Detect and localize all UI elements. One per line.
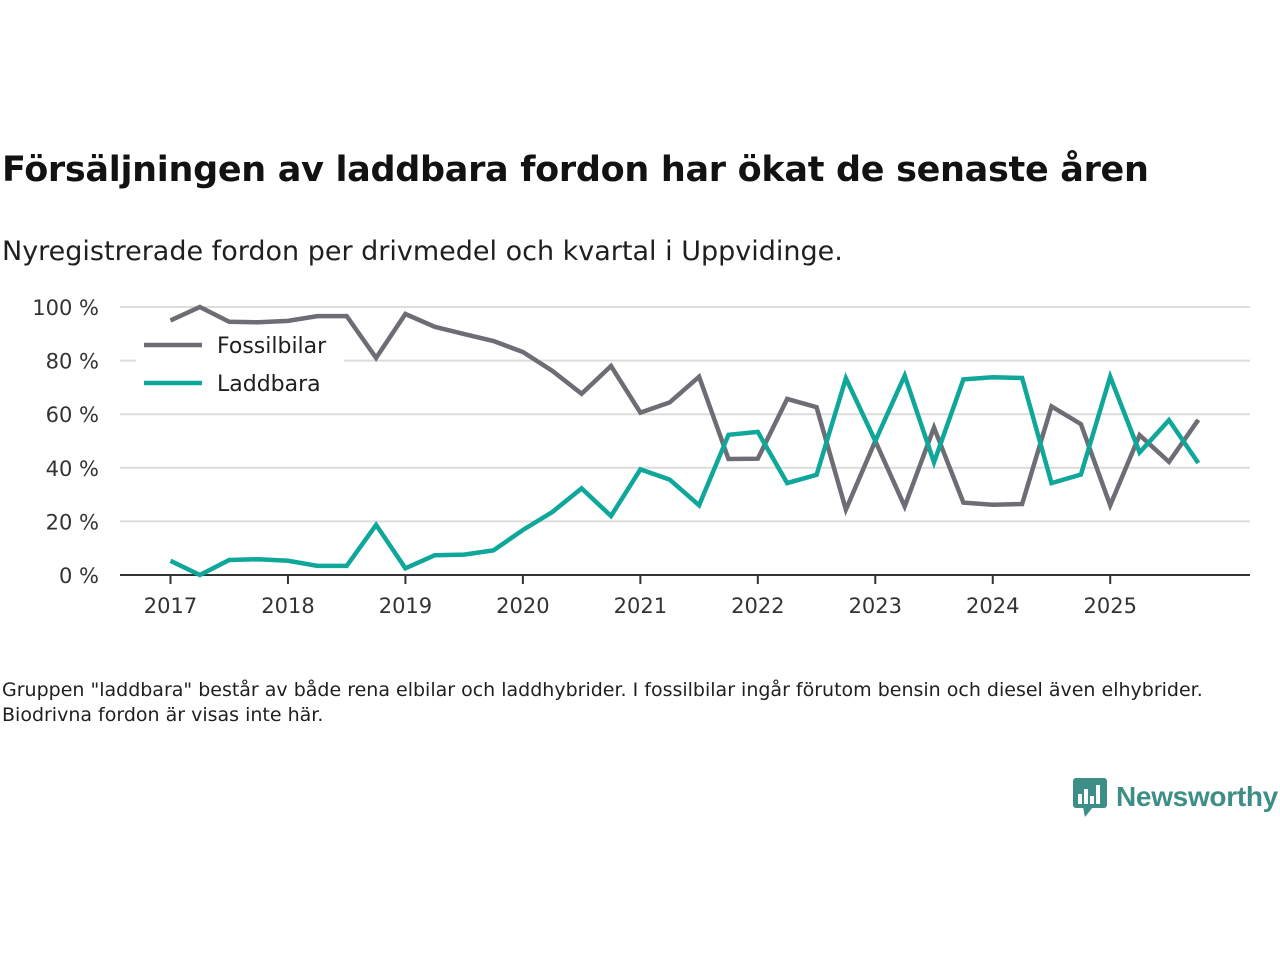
y-tick-label: 20 % <box>46 510 99 534</box>
x-tick-label: 2021 <box>614 594 667 618</box>
legend-background <box>136 325 344 401</box>
y-tick-label: 40 % <box>46 457 99 481</box>
newsworthy-brand[interactable]: Newsworthy <box>1072 776 1278 818</box>
legend-label-laddbara: Laddbara <box>217 372 321 397</box>
series-lines <box>169 304 1201 578</box>
x-tick-label: 2018 <box>261 594 314 618</box>
newsworthy-logo-icon <box>1073 778 1107 817</box>
y-tick-label: 100 % <box>32 296 99 320</box>
series-line-fossilbilar <box>169 304 1201 517</box>
chart-footnote: Gruppen "laddbara" består av både rena e… <box>2 679 1203 726</box>
y-tick-label: 80 % <box>46 350 99 374</box>
x-tick-label: 2017 <box>144 594 197 618</box>
x-axis-tick-labels: 2017 2018 2019 2020 2021 2022 2023 2024 2025 <box>144 594 1137 618</box>
x-tick-label: 2023 <box>849 594 902 618</box>
x-tick-label: 2020 <box>496 594 549 618</box>
brand-name: Newsworthy <box>1116 781 1278 812</box>
x-tick-label: 2022 <box>731 594 784 618</box>
chart-title: Försäljningen av laddbara fordon har öka… <box>2 150 1149 190</box>
y-tick-label: 60 % <box>46 403 99 427</box>
series-line-laddbara <box>169 369 1201 578</box>
x-tick-label: 2025 <box>1083 594 1136 618</box>
y-axis-tick-labels: 0 % 20 % 40 % 60 % 80 % 100 % <box>32 296 99 588</box>
legend: Fossilbilar Laddbara <box>136 325 344 401</box>
chart-subtitle: Nyregistrerade fordon per drivmedel och … <box>2 236 843 267</box>
legend-label-fossilbilar: Fossilbilar <box>217 334 327 359</box>
x-tick-label: 2019 <box>379 594 432 618</box>
line-chart: 0 % 20 % 40 % 60 % 80 % 100 % 2017 2018 2019 202… <box>32 296 1250 618</box>
y-tick-label: 0 % <box>59 564 99 588</box>
x-axis <box>120 574 1250 584</box>
x-tick-label: 2024 <box>966 594 1019 618</box>
